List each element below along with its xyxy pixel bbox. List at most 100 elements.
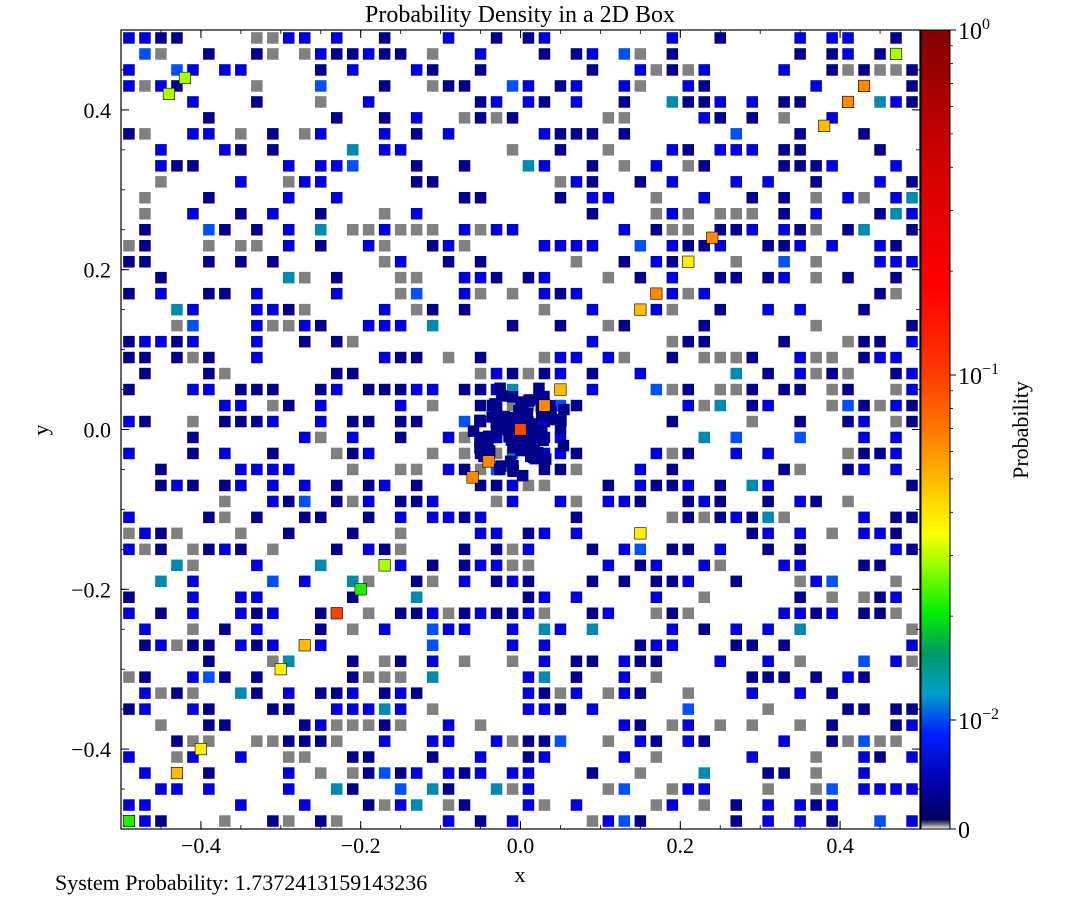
heatmap-cell [874, 607, 886, 619]
heatmap-cell [267, 703, 279, 715]
heatmap-cell [235, 399, 247, 412]
heatmap-cell [506, 495, 519, 508]
heatmap-cell [794, 128, 806, 140]
heatmap-cell [203, 192, 215, 204]
heatmap-cell [331, 192, 343, 204]
heatmap-cell [778, 208, 790, 220]
heatmap-cell [906, 719, 918, 731]
heatmap-cell [698, 623, 710, 635]
heatmap-cell [906, 479, 918, 492]
heatmap-cell [682, 607, 694, 619]
heatmap-cell [874, 735, 886, 747]
heatmap-cell [810, 751, 822, 763]
heatmap-cell [347, 655, 359, 667]
heatmap-cell [283, 160, 295, 172]
heatmap-cell [251, 240, 263, 252]
heatmap-cell [187, 639, 199, 651]
heatmap-cell [858, 671, 870, 683]
heatmap-cell [251, 591, 263, 603]
y-tick-label: 0.2 [84, 258, 112, 283]
heatmap-cell [746, 192, 758, 204]
heatmap-cell [394, 463, 407, 476]
heatmap-cell [187, 319, 199, 332]
heatmap-cell [171, 160, 183, 172]
colorbar-tick-label: 10−2 [958, 706, 999, 735]
heatmap-cell [331, 32, 343, 44]
heatmap-cell [458, 767, 471, 779]
heatmap-cell [586, 240, 599, 252]
heatmap-cell [394, 511, 407, 524]
heatmap-cell [203, 224, 215, 236]
heatmap-cell [506, 575, 519, 588]
heatmap-cell [219, 543, 231, 556]
heatmap-cell [698, 192, 710, 204]
heatmap-cell [650, 256, 663, 268]
heatmap-cell [347, 591, 359, 603]
heatmap-cell [570, 80, 583, 92]
heatmap-cell [794, 559, 806, 572]
heatmap-cell [235, 208, 247, 220]
heatmap-cell [535, 410, 548, 422]
heatmap-cell [842, 735, 854, 747]
heatmap-cell [682, 495, 694, 508]
heatmap-cell [538, 415, 551, 428]
heatmap-cell [538, 303, 551, 316]
heatmap-cell [187, 96, 199, 108]
heatmap-cell [794, 815, 806, 827]
heatmap-cell [187, 64, 199, 76]
heatmap-cell [522, 271, 535, 284]
heatmap-cell [299, 319, 311, 332]
heatmap-cell [634, 64, 647, 76]
heatmap-cell [378, 128, 391, 140]
heatmap-cell [746, 224, 758, 236]
heatmap-cell [474, 463, 487, 476]
heatmap-cell [794, 463, 806, 476]
heatmap-cell [123, 32, 135, 44]
heatmap-cell [410, 176, 423, 188]
heatmap-cell [187, 447, 199, 460]
heatmap-cell [586, 655, 599, 667]
heatmap-cell [139, 815, 151, 827]
heatmap-cell [522, 160, 535, 172]
heatmap-cell [570, 128, 583, 140]
heatmap-cell [650, 208, 663, 220]
heatmap-highlight-cell [634, 303, 647, 316]
heatmap-cell [682, 719, 694, 731]
heatmap-cell [826, 240, 838, 252]
heatmap-cell [219, 511, 231, 524]
heatmap-highlight-cell [298, 639, 311, 652]
heatmap-cell [426, 48, 439, 60]
heatmap-cell [778, 271, 790, 284]
heatmap-cell [394, 351, 407, 364]
heatmap-cell [682, 447, 694, 460]
heatmap-cell [762, 815, 774, 827]
heatmap-cell [187, 479, 199, 492]
heatmap-cell [458, 271, 471, 284]
heatmap-cell [347, 367, 359, 380]
heatmap-cell [858, 64, 870, 76]
x-tick-label: 0.0 [507, 833, 535, 858]
heatmap-cell [362, 447, 375, 460]
heatmap-cell [794, 799, 806, 811]
heatmap-cell [890, 96, 902, 108]
heatmap-cell [586, 208, 599, 220]
heatmap-cell [826, 799, 838, 811]
heatmap-cell [746, 351, 758, 364]
heatmap-cell [554, 80, 567, 92]
heatmap-cell [251, 96, 263, 108]
heatmap-cell [315, 431, 327, 444]
heatmap-cell [714, 495, 726, 508]
heatmap-cell [522, 607, 535, 619]
heatmap-cell [315, 208, 327, 220]
heatmap-cell [410, 160, 423, 172]
heatmap-cell [187, 128, 199, 140]
heatmap-cell [315, 176, 327, 188]
heatmap-cell [203, 511, 215, 524]
heatmap-cell [331, 687, 343, 699]
heatmap-cell [426, 655, 439, 667]
colorbar-ticks: 100 10−1 10−2 0 [950, 16, 999, 844]
heatmap-cell [187, 591, 199, 603]
heatmap-cell [714, 399, 726, 412]
heatmap-cell [842, 703, 854, 715]
heatmap-cell [203, 240, 215, 252]
